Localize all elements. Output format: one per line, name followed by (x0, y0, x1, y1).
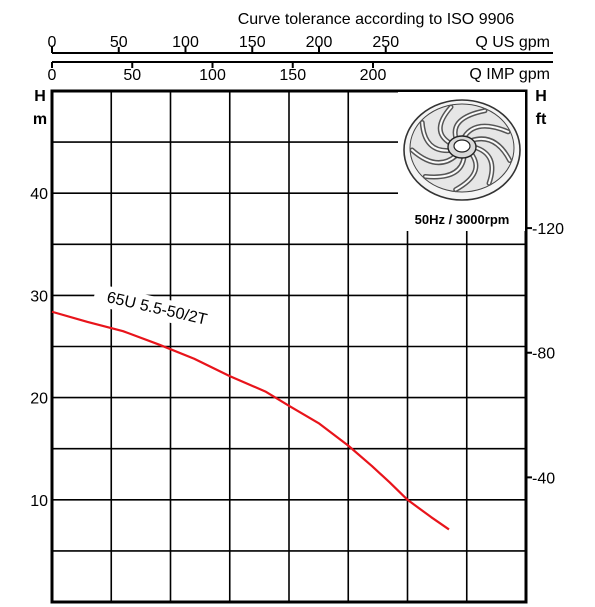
us-gpm-tick-label: 100 (172, 34, 199, 51)
y-right-tick-label: -120 (532, 221, 564, 238)
impeller-vane-highlight (473, 146, 493, 185)
impeller-vane-highlight (470, 137, 511, 162)
y-left-tick-label: 40 (30, 186, 48, 203)
series-line (51, 310, 450, 531)
impeller-icon (403, 99, 521, 201)
us-gpm-scale: 0 50 100 150 200 250 Q US gpm (48, 34, 553, 54)
y-right-tick-label: -40 (532, 470, 555, 487)
y-left-axis: 10 20 30 40 (30, 186, 48, 510)
y-right-axis-unit: ft (536, 111, 547, 128)
impeller-vane-highlight (421, 121, 452, 152)
y-right-tick-label: -80 (532, 346, 555, 363)
imp-gpm-scale: 0 50 100 150 200 Q IMP gpm (48, 61, 553, 84)
us-gpm-tick-label: 200 (306, 34, 333, 51)
imp-gpm-tick-label: 50 (123, 67, 141, 84)
impeller-vane-highlight (411, 148, 457, 164)
us-gpm-tick-label: 50 (110, 34, 128, 51)
impeller-vane-highlight (454, 109, 486, 140)
speed-annotation: 50Hz / 3000rpm (415, 212, 510, 227)
imp-gpm-tick-label: 200 (360, 67, 387, 84)
us-gpm-tick-label: 250 (372, 34, 399, 51)
us-gpm-tick-label: 0 (48, 34, 57, 51)
plot-frame (50, 89, 528, 604)
imp-gpm-tick-label: 100 (199, 67, 226, 84)
impeller-vane-highlight (463, 125, 510, 139)
impeller-vane-highlight (424, 155, 466, 178)
y-right-axis-name: H (535, 88, 547, 105)
y-left-tick-label: 10 (30, 493, 48, 510)
y-left-axis-name: H (34, 88, 46, 105)
imp-gpm-unit-label: Q IMP gpm (469, 66, 550, 83)
us-gpm-unit-label: Q US gpm (475, 34, 550, 51)
imp-gpm-tick-label: 150 (279, 67, 306, 84)
imp-gpm-tick-label: 0 (48, 67, 57, 84)
y-left-tick-label: 30 (30, 288, 48, 305)
y-left-axis-unit: m (33, 111, 47, 128)
series-label-bg (92, 283, 224, 335)
y-right-axis: -40 -80 -120 (526, 221, 564, 487)
impeller-vane-highlight (439, 106, 453, 145)
chart-title: Curve tolerance according to ISO 9906 (238, 11, 515, 28)
impeller-vane-highlight (454, 152, 477, 191)
us-gpm-tick-label: 150 (239, 34, 266, 51)
impeller-panel: 50Hz / 3000rpm (398, 92, 525, 231)
y-left-tick-label: 20 (30, 391, 48, 408)
